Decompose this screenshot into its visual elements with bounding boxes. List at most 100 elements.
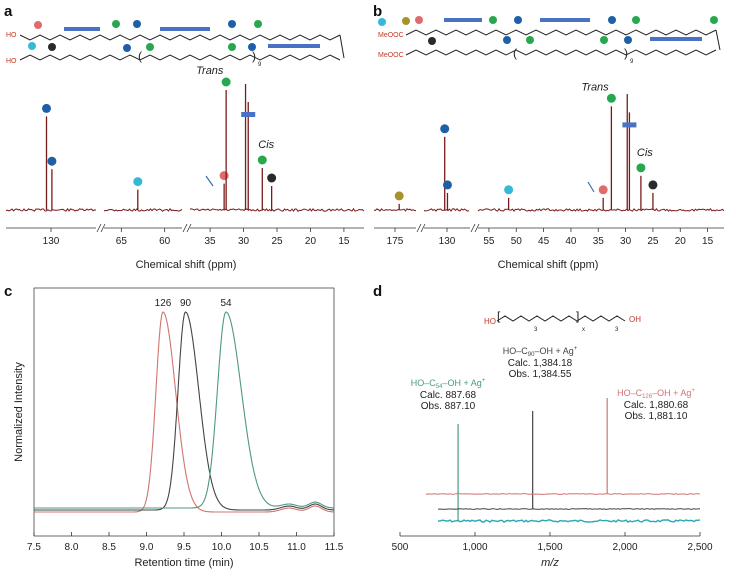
ms-label-sup: + [482,378,486,384]
marker-blue-icon [228,20,236,28]
peak-marker-icon [42,103,51,113]
series-label-90: 90 [180,298,192,309]
marker-cyan-icon [378,18,386,26]
axis-break-icon [474,223,480,233]
x-tick-label: 9.0 [140,542,154,553]
marker-blue-icon [133,20,141,28]
chain-a-bottom [19,54,341,61]
x-tick-label: 50 [511,236,523,247]
bracket-b-open: ( [513,46,517,60]
peak-marker-icon [504,185,514,195]
marker-olive-icon [402,17,410,25]
endgroup-b-top: MeOOC [378,32,404,39]
marker-green-icon [489,16,497,24]
structure-b: MeOOC MeOOC ( ) 9 [378,16,721,65]
ms-label-rest: –OH + Ag [652,388,691,398]
structure-d-right: OH [629,315,641,324]
ch2-bar-b-2 [540,18,590,22]
axis-break-icon [100,223,106,233]
repeat-subscript-b: 9 [630,59,634,65]
x-tick-label: 55 [483,236,495,247]
structure-d-bracket-open: [ [497,309,501,323]
ms-label-main: HO–C [503,346,529,356]
peak-marker-icon [133,177,143,187]
ms-baseline [425,493,701,495]
marker-red-icon [415,16,423,24]
chain-a-close [339,34,345,59]
structure-d-sub-a: 3 [534,327,538,333]
ms-peak-label: HO–C54–OH + Ag+ [411,378,486,390]
panel-c-letter: c [4,283,12,300]
marker-blue-icon [624,36,632,44]
peak-label-trans: Trans [581,81,609,93]
spectrum-baseline [373,208,417,212]
panel-a-letter: a [4,3,13,20]
x-tick-label: 1,500 [537,542,562,553]
ms-obs: Obs. 1,881.10 [625,411,688,422]
x-tick-label: 500 [392,542,409,553]
x-tick-label: 20 [675,236,687,247]
x-axis-title-b: Chemical shift (ppm) [498,259,599,271]
peak-marker-icon [219,171,229,181]
ms-calc: Calc. 1,880.68 [624,400,689,411]
y-axis-title-c: Normalized Intensity [13,362,25,462]
x-tick-label: 8.0 [65,542,79,553]
x-axis-b: 175 130 55 50 45 40 35 30 25 20 15 [374,223,724,247]
ms-obs: Obs. 1,384.55 [509,369,572,380]
spectrum-baseline [423,208,470,212]
marker-blue-icon [514,16,522,24]
structure-d-left: HO [484,317,496,326]
x-tick-label: 2,000 [612,542,637,553]
x-axis-c: 7.5 8.0 8.5 9.0 9.5 10.0 10.5 11.0 11.5 [27,532,344,553]
bracket-a-close: ) [252,49,256,63]
ms-label-main: HO–C [617,388,643,398]
nmr-spectrum-a: Trans Cis [5,65,365,212]
x-tick-label: 11.0 [287,542,306,553]
ms-label-sub: 54 [436,384,443,390]
x-tick-label: 45 [538,236,550,247]
series-label-126: 126 [155,298,172,309]
axis-break-icon [186,223,192,233]
x-tick-label: 60 [159,236,171,247]
marker-green-icon [526,36,534,44]
x-tick-label: 25 [647,236,659,247]
ms-label-main: HO–C [411,378,437,388]
peak-marker-icon [394,191,404,201]
peak-marker-icon [257,155,267,165]
x-tick-label: 35 [593,236,605,247]
marker-cyan-icon [28,42,36,50]
panel-b-letter: b [373,3,382,20]
chain-a-top [19,34,341,41]
structure-d-bracket-close: ] [576,309,579,323]
arrow-icon [587,181,595,193]
x-tick-label: 15 [702,236,714,247]
gpc-curve-126 [34,311,334,513]
structure-d-sub-c: 3 [615,327,619,333]
x-tick-label: 10.5 [249,542,269,553]
x-tick-label: 7.5 [27,542,41,553]
ms-label-sub: 126 [642,394,653,400]
ms-label-sup: + [574,346,578,352]
marker-green-icon [632,16,640,24]
x-tick-label: 130 [43,236,60,247]
chain-b-bottom [405,49,717,56]
series-label-54: 54 [220,298,232,309]
x-tick-label: 65 [116,236,128,247]
gpc-curve-54 [34,311,334,509]
x-tick-label: 20 [305,236,317,247]
x-tick-label: 15 [338,236,350,247]
axis-break-icon [470,223,476,233]
panel-c: c Normalized Intensity 126 90 54 7.5 8.0 8.5… [4,283,344,569]
peak-marker-icon [606,93,616,103]
x-tick-label: 25 [271,236,283,247]
panel-b: b MeOOC MeOOC ( ) 9 Tra [373,3,725,271]
x-tick-label: 40 [565,236,577,247]
ch2-bar-marker-icon [241,112,256,117]
marker-blue-icon [123,44,131,52]
chain-b-close [715,29,721,51]
x-axis-title-d: m/z [541,557,559,569]
x-axis-title-a: Chemical shift (ppm) [136,259,237,271]
panel-d-letter: d [373,283,382,300]
chain-b-top [405,29,717,36]
